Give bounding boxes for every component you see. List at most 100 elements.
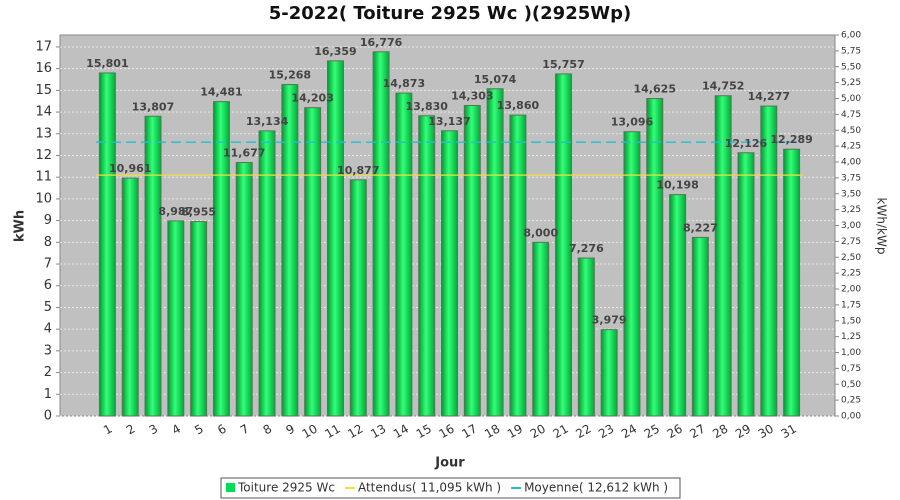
y-tick-label: 1 <box>44 387 52 402</box>
chart-title: 5-2022( Toiture 2925 Wc )(2925Wp) <box>269 3 631 24</box>
legend-swatch <box>226 483 235 492</box>
bar <box>714 95 732 417</box>
bar <box>281 84 299 417</box>
x-tick-label: 10 <box>300 422 320 442</box>
value-label: 8,987 <box>158 205 193 218</box>
bar <box>760 105 778 417</box>
y-tick-label: 17 <box>35 39 52 54</box>
value-label: 15,074 <box>474 73 517 86</box>
x-tick-label: 7 <box>238 422 252 438</box>
x-tick-label: 2 <box>124 422 138 438</box>
value-label: 13,137 <box>428 115 470 128</box>
y2-tick-label: 0,75 <box>841 364 861 374</box>
x-tick-label: 29 <box>733 422 753 442</box>
legend-label: Attendus( 11,095 kWh ) <box>358 481 501 495</box>
bar <box>577 257 595 417</box>
bar <box>212 101 230 417</box>
value-label: 8,000 <box>523 226 558 239</box>
value-label: 16,359 <box>314 45 356 58</box>
value-label: 10,877 <box>337 164 379 177</box>
value-label: 13,134 <box>246 115 289 128</box>
x-tick-label: 9 <box>283 422 297 438</box>
x-tick-label: 14 <box>391 422 411 442</box>
y-tick-label: 8 <box>44 235 52 250</box>
y-tick-label: 9 <box>44 213 52 228</box>
y2-tick-label: 1,75 <box>841 300 861 310</box>
y2-tick-label: 4,50 <box>841 126 861 136</box>
bar <box>783 148 801 417</box>
y2-tick-label: 5,75 <box>841 46 861 56</box>
x-tick-label: 26 <box>665 422 685 442</box>
x-tick-label: 18 <box>482 422 502 442</box>
y2-tick-label: 5,25 <box>841 78 861 88</box>
x-tick-label: 24 <box>619 422 639 442</box>
x-tick-label: 28 <box>710 422 730 442</box>
value-label: 12,289 <box>770 133 812 146</box>
bar <box>395 92 413 417</box>
value-label: 14,752 <box>702 80 744 93</box>
y2-tick-label: 2,25 <box>841 269 861 279</box>
bar <box>646 98 664 417</box>
y-tick-label: 7 <box>44 257 52 272</box>
legend <box>220 477 681 499</box>
y-tick-label: 14 <box>35 105 52 120</box>
bar <box>486 88 504 417</box>
value-label: 15,268 <box>269 69 311 82</box>
x-tick-label: 11 <box>322 422 342 442</box>
y-tick-label: 6 <box>44 278 52 293</box>
x-tick-label: 20 <box>528 422 548 442</box>
y-tick-label: 12 <box>35 148 52 163</box>
y2-tick-label: 4,75 <box>841 110 861 120</box>
value-label: 15,757 <box>542 58 584 71</box>
value-label: 13,830 <box>405 100 448 113</box>
bar <box>167 220 185 417</box>
x-tick-label: 22 <box>573 422 593 442</box>
x-axis-label: Jour <box>434 456 465 471</box>
bar <box>509 114 527 417</box>
x-tick-label: 4 <box>169 422 183 438</box>
legend-label: Moyenne( 12,612 kWh ) <box>524 481 668 495</box>
bar <box>349 179 367 417</box>
y2-tick-label: 5,50 <box>841 62 861 72</box>
value-label: 11,677 <box>223 146 265 159</box>
bar <box>326 60 344 417</box>
bar <box>532 241 550 417</box>
y-tick-label: 0 <box>44 409 52 424</box>
value-label: 10,198 <box>656 179 698 192</box>
y2-tick-label: 2,75 <box>841 237 861 247</box>
bar <box>669 194 687 417</box>
bar <box>737 152 755 417</box>
value-label: 13,860 <box>497 99 540 112</box>
value-label: 14,203 <box>291 92 333 105</box>
y2-tick-label: 4,00 <box>841 158 861 168</box>
bar <box>441 130 458 417</box>
bar <box>190 221 208 417</box>
x-tick-label: 27 <box>687 422 707 442</box>
x-tick-label: 31 <box>779 422 799 442</box>
bar <box>600 329 618 417</box>
y2-tick-label: 0,50 <box>841 380 861 390</box>
y2-axis-label: kWh/kWp <box>875 198 889 255</box>
x-tick-label: 16 <box>437 422 457 442</box>
y2-tick-label: 3,25 <box>841 205 861 215</box>
y2-tick-label: 1,00 <box>841 348 861 358</box>
y2-tick-label: 4,25 <box>841 142 861 152</box>
value-label: 15,801 <box>86 57 128 70</box>
y-tick-label: 10 <box>35 191 52 206</box>
bar <box>304 107 322 417</box>
x-tick-label: 17 <box>459 422 479 442</box>
value-label: 8,955 <box>181 206 216 219</box>
y-tick-label: 2 <box>44 365 52 380</box>
x-tick-label: 8 <box>261 422 275 438</box>
x-tick-label: 5 <box>192 422 206 438</box>
value-label: 14,625 <box>634 83 676 96</box>
y-tick-label: 4 <box>44 322 52 337</box>
y-tick-label: 13 <box>35 126 52 141</box>
bar <box>258 130 276 417</box>
y2-tick-label: 3,50 <box>841 189 861 199</box>
x-tick-label: 30 <box>756 422 776 442</box>
y-axis-label: kWh <box>13 210 28 242</box>
value-label: 13,807 <box>132 100 174 113</box>
value-label: 14,277 <box>748 90 790 103</box>
